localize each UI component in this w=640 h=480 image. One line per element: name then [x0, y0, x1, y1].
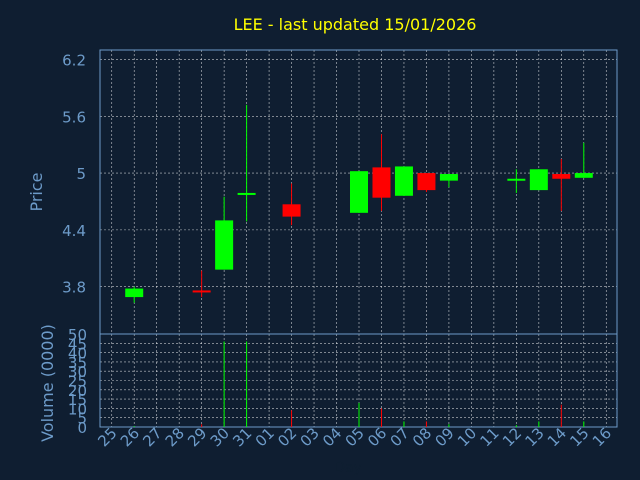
candle-body: [350, 171, 368, 213]
volume-tick-label: 25: [68, 373, 87, 391]
candle-body: [394, 166, 413, 196]
candle-body: [507, 178, 526, 181]
candle-body: [372, 167, 391, 198]
price-panel: 3.8 4.4 5 5.6 6.2: [62, 49, 618, 335]
x-tick-label: 16: [589, 424, 615, 450]
candle-body: [417, 173, 436, 191]
candle-body: [192, 290, 211, 293]
candle-body: [529, 169, 548, 191]
candle-body: [574, 173, 593, 178]
volume-tick-label: 0: [77, 419, 87, 437]
candle-body: [237, 192, 256, 195]
volume-tick-label: 5: [77, 410, 87, 428]
x-axis-label: Day: [334, 460, 362, 476]
price-tick-label: 3.8: [62, 279, 86, 297]
price-tick-label: 5: [76, 165, 86, 183]
price-tick-label: 5.6: [62, 108, 86, 126]
volume-tick-label: 10: [68, 400, 87, 418]
price-tick-label: 6.2: [62, 51, 86, 69]
candle-body: [439, 174, 458, 181]
volume-tick-label: 45: [68, 335, 87, 353]
volume-tick-label: 40: [68, 345, 87, 363]
candle-body: [282, 204, 301, 217]
chart-title: LEE - last updated 15/01/2026: [234, 15, 477, 34]
volume-tick-label: 15: [68, 391, 87, 409]
candle-body: [125, 288, 144, 298]
volume-tick-label: 20: [68, 382, 87, 400]
price-tick-label: 4.4: [62, 222, 86, 240]
volume-tick-label: 35: [68, 354, 87, 372]
candle-body: [215, 220, 234, 270]
volume-axis-label: Volume (0000): [38, 324, 57, 442]
candle-body: [552, 174, 571, 179]
volume-tick-label: 30: [68, 363, 87, 381]
x-axis-ticks: 2526272829303101020304050607080910111213…: [94, 424, 615, 450]
volume-tick-label: 50: [68, 326, 87, 344]
price-axis-label: Price: [27, 172, 46, 211]
